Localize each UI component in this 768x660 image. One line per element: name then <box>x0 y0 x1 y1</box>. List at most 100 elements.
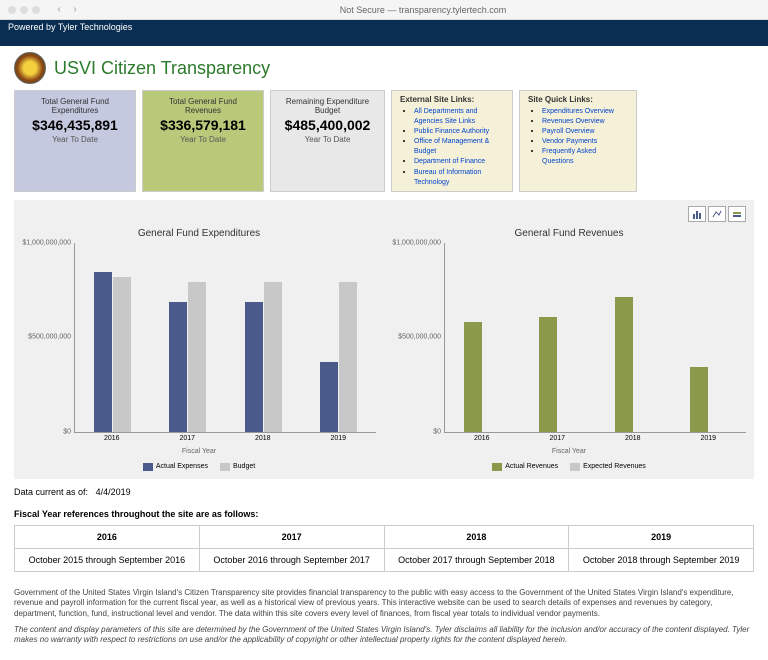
x-tick: 2018 <box>625 435 641 442</box>
bar-group <box>464 322 501 432</box>
quick-link[interactable]: Frequently Asked Questions <box>542 148 596 165</box>
disclaimer-p2: The content and display parameters of th… <box>14 625 754 646</box>
legend-item: Budget <box>220 463 255 471</box>
url-bar[interactable]: Not Secure — transparency.tylertech.com <box>86 5 760 15</box>
bar-actual[interactable] <box>615 297 633 432</box>
forward-button[interactable]: › <box>68 3 82 17</box>
summary-cards: Total General Fund Expenditures $346,435… <box>0 90 768 192</box>
legend-swatch <box>143 463 153 471</box>
stacked-chart-icon[interactable] <box>728 206 746 222</box>
bar-group <box>169 282 206 432</box>
quick-link[interactable]: Vendor Payments <box>542 138 597 145</box>
external-link[interactable]: Office of Management & Budget <box>414 138 489 155</box>
bar-budget[interactable] <box>188 282 206 432</box>
x-tick: 2016 <box>104 435 120 442</box>
header-strip <box>0 34 768 46</box>
legend-item: Actual Expenses <box>143 463 208 471</box>
chart-tools <box>688 206 746 222</box>
quick-links-card: Site Quick Links: Expenditures OverviewR… <box>519 90 637 192</box>
bar-group <box>539 317 576 432</box>
bar-actual[interactable] <box>169 302 187 432</box>
chart-title: General Fund Expenditures <box>22 228 376 239</box>
traffic-light-close[interactable] <box>8 6 16 14</box>
bar-group <box>94 272 131 432</box>
external-link[interactable]: Public Finance Authority <box>414 128 489 135</box>
data-current-date: 4/4/2019 <box>96 487 131 497</box>
y-axis-label: $500,000,000 <box>28 334 75 341</box>
traffic-light-min[interactable] <box>20 6 28 14</box>
x-tick: 2017 <box>549 435 565 442</box>
card-label: Remaining Expenditure Budget <box>281 97 374 115</box>
bar-actual[interactable] <box>690 367 708 432</box>
card-value: $346,435,891 <box>25 117 125 133</box>
external-link[interactable]: Bureau of Information Technology <box>414 169 481 186</box>
x-tick: 2019 <box>700 435 716 442</box>
y-axis-label: $1,000,000,000 <box>392 239 445 246</box>
legend-swatch <box>570 463 580 471</box>
page-title: USVI Citizen Transparency <box>54 58 270 79</box>
bar-budget[interactable] <box>264 282 282 432</box>
x-axis-label: Fiscal Year <box>22 448 376 455</box>
x-tick: 2018 <box>255 435 271 442</box>
x-axis-label: Fiscal Year <box>392 448 746 455</box>
external-links-card: External Site Links: All Departments and… <box>391 90 513 192</box>
bar-actual[interactable] <box>320 362 338 432</box>
bar-group <box>615 297 652 432</box>
back-button[interactable]: ‹ <box>52 3 66 17</box>
quick-link[interactable]: Payroll Overview <box>542 128 595 135</box>
card-revenues: Total General Fund Revenues $336,579,181… <box>142 90 264 192</box>
data-current: Data current as of: 4/4/2019 <box>0 483 768 501</box>
quick-link[interactable]: Expenditures Overview <box>542 108 614 115</box>
legend-label: Budget <box>233 463 255 470</box>
y-axis-label: $1,000,000,000 <box>22 239 75 246</box>
chart-title: General Fund Revenues <box>392 228 746 239</box>
external-link[interactable]: Department of Finance <box>414 158 485 165</box>
fy-header: 2017 <box>199 525 384 548</box>
seal-logo <box>14 52 46 84</box>
legend-swatch <box>492 463 502 471</box>
fy-title: Fiscal Year references throughout the si… <box>14 509 754 519</box>
legend-label: Actual Revenues <box>505 463 558 470</box>
links-title: External Site Links: <box>400 95 504 104</box>
y-axis-label: $500,000,000 <box>398 334 445 341</box>
card-expenditures: Total General Fund Expenditures $346,435… <box>14 90 136 192</box>
card-label: Total General Fund Revenues <box>153 97 253 115</box>
powered-by-bar: Powered by Tyler Technologies <box>0 20 768 34</box>
bar-group <box>245 282 282 432</box>
legend-swatch <box>220 463 230 471</box>
bar-actual[interactable] <box>539 317 557 432</box>
quick-link[interactable]: Revenues Overview <box>542 118 605 125</box>
bar-group <box>320 282 357 432</box>
disclaimer-p1: Government of the United States Virgin I… <box>14 588 754 619</box>
bar-actual[interactable] <box>464 322 482 432</box>
y-axis-label: $0 <box>63 428 75 435</box>
x-tick: 2016 <box>474 435 490 442</box>
line-chart-icon[interactable] <box>708 206 726 222</box>
legend-label: Expected Revenues <box>583 463 646 470</box>
disclaimer: Government of the United States Virgin I… <box>0 580 768 660</box>
browser-chrome: ‹ › Not Secure — transparency.tylertech.… <box>0 0 768 20</box>
card-sub: Year To Date <box>281 135 374 144</box>
card-sub: Year To Date <box>153 135 253 144</box>
external-link[interactable]: All Departments and Agencies Site Links <box>414 108 477 125</box>
bar-group <box>690 367 727 432</box>
bar-actual[interactable] <box>94 272 112 432</box>
traffic-light-max[interactable] <box>32 6 40 14</box>
bar-budget[interactable] <box>113 277 131 432</box>
bar-chart-icon[interactable] <box>688 206 706 222</box>
card-label: Total General Fund Expenditures <box>25 97 125 115</box>
fy-header: 2019 <box>569 525 754 548</box>
bar-budget[interactable] <box>339 282 357 432</box>
card-budget: Remaining Expenditure Budget $485,400,00… <box>270 90 385 192</box>
fy-range: October 2018 through September 2019 <box>569 548 754 571</box>
title-area: USVI Citizen Transparency <box>0 46 768 90</box>
card-value: $485,400,002 <box>281 117 374 133</box>
y-axis-label: $0 <box>433 428 445 435</box>
bar-actual[interactable] <box>245 302 263 432</box>
fy-header: 2018 <box>384 525 569 548</box>
card-value: $336,579,181 <box>153 117 253 133</box>
card-sub: Year To Date <box>25 135 125 144</box>
legend-item: Expected Revenues <box>570 463 646 471</box>
charts-container: General Fund Expenditures $1,000,000,000… <box>14 200 754 479</box>
expenditures-chart: General Fund Expenditures $1,000,000,000… <box>22 228 376 471</box>
